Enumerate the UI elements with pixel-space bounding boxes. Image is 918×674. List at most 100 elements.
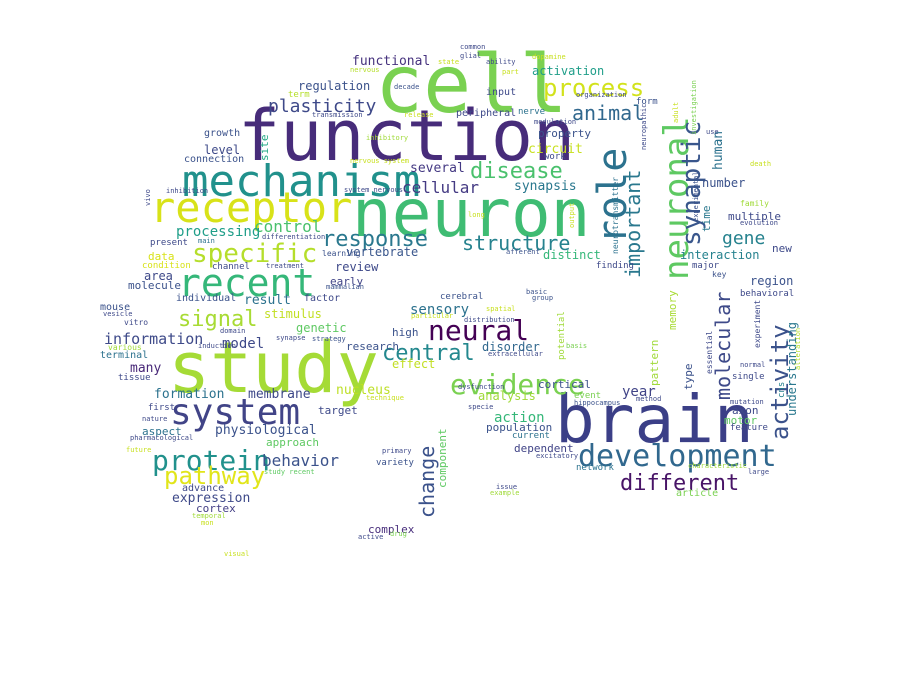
cloud-word: molecule <box>128 279 181 292</box>
cloud-word: distinct <box>543 248 601 262</box>
cloud-word: basis <box>566 342 587 350</box>
cloud-word: vivo <box>144 189 152 206</box>
cloud-word: study <box>168 327 379 409</box>
cloud-word: result <box>244 293 291 308</box>
cloud-word: glial <box>460 52 481 60</box>
cloud-word: individual <box>176 293 236 304</box>
cloud-word: various <box>108 343 142 352</box>
cloud-word: evolution <box>740 219 778 227</box>
cloud-word: strategy <box>312 335 346 343</box>
cloud-word: nervous <box>350 66 380 74</box>
cloud-word: visual <box>224 550 249 558</box>
cloud-word: terminal <box>100 350 148 361</box>
cloud-word: alteration <box>794 328 802 370</box>
cloud-word: family <box>740 199 769 208</box>
cloud-word: first <box>148 403 175 413</box>
cloud-word: signal <box>178 307 257 332</box>
cloud-word: present <box>150 238 188 248</box>
cloud-word: spatial <box>486 305 516 313</box>
cloud-word: inhibitory <box>366 134 408 142</box>
cloud-word: evidence <box>450 368 585 401</box>
cloud-word: mutation <box>730 398 764 406</box>
cloud-word: effect <box>392 357 435 371</box>
cloud-word: specific <box>192 239 317 269</box>
cloud-word: part <box>502 68 519 76</box>
cloud-word: method <box>636 395 661 403</box>
cloud-word: response <box>322 227 428 252</box>
cloud-word: dependent <box>514 442 574 455</box>
cloud-word: factor <box>304 293 340 304</box>
cloud-word: finding <box>596 261 634 271</box>
cloud-word: circuit <box>528 142 583 157</box>
cloud-word: review <box>335 260 379 274</box>
cloud-word: multiple <box>728 210 781 223</box>
cloud-word: organization <box>576 91 627 99</box>
cloud-word: induction <box>198 342 236 350</box>
cloud-word: study recent <box>264 468 315 476</box>
cloud-word: single <box>732 372 765 382</box>
cloud-word: condition <box>142 261 191 271</box>
cloud-word: output <box>568 203 576 228</box>
cloud-word: population <box>486 421 552 434</box>
cloud-word: inhibition <box>166 187 208 195</box>
cloud-word: genetic <box>296 321 347 335</box>
cloud-word: technique <box>366 394 404 402</box>
cloud-word: experimental <box>692 171 700 222</box>
cloud-word: normal <box>740 361 765 369</box>
cloud-word: network <box>576 463 615 473</box>
cloud-word: different <box>620 471 739 496</box>
cloud-word: control <box>254 217 321 236</box>
cloud-word: animal <box>572 101 644 125</box>
cloud-word: growth <box>204 128 240 139</box>
cloud-word: example <box>490 489 520 497</box>
cloud-word: area <box>144 269 173 283</box>
cloud-word: research <box>346 340 399 353</box>
cloud-word: system nervous <box>344 186 403 194</box>
cloud-word: membrane <box>248 387 311 402</box>
cloud-word: treatment <box>266 262 304 270</box>
cloud-word: learning <box>322 249 361 258</box>
cloud-word: human <box>711 131 726 170</box>
cloud-word: differentiation <box>262 233 325 241</box>
cloud-word: cortex <box>196 502 236 515</box>
cloud-word: advance <box>182 483 224 494</box>
cloud-word: drug <box>390 530 407 538</box>
cloud-word: behavioral <box>740 289 794 299</box>
cloud-word: current <box>512 431 550 441</box>
cloud-word: data <box>148 250 175 263</box>
cloud-word: system <box>170 392 300 433</box>
cloud-word: central <box>382 341 475 366</box>
cloud-word: physiological <box>215 423 317 438</box>
cloud-word: functional <box>352 54 430 69</box>
cloud-word: issue <box>496 483 517 491</box>
cloud-word: disease <box>470 159 563 184</box>
cloud-word: level <box>204 143 240 157</box>
cloud-word: time <box>700 206 713 233</box>
cloud-word: essential <box>705 330 714 374</box>
cloud-word: input <box>486 87 516 98</box>
cloud-word: basic <box>526 288 547 296</box>
cloud-word: temporal <box>192 512 226 520</box>
cloud-word: synapse <box>276 334 306 342</box>
cloud-word: pathway <box>164 462 265 490</box>
cloud-word: target <box>318 404 358 417</box>
cloud-word: process <box>543 74 644 102</box>
cloud-word: neurotransmitter <box>611 177 620 254</box>
cloud-word: processing <box>176 224 260 240</box>
cloud-word: nature <box>142 415 167 423</box>
cloud-word: cellular <box>402 178 479 197</box>
cloud-word: complex <box>368 523 415 536</box>
cloud-word: characteristic <box>688 462 747 470</box>
cloud-word: several <box>410 161 465 176</box>
cloud-word: year <box>622 384 656 400</box>
cloud-word: synaptic <box>677 121 707 246</box>
cloud-word: neuropathic <box>640 104 648 150</box>
cloud-word: future <box>126 446 151 454</box>
cloud-word: high <box>392 326 419 339</box>
cloud-word: activity <box>766 324 794 440</box>
cloud-word: variety <box>376 458 415 468</box>
cloud-word: structure <box>462 231 570 255</box>
cloud-word: cns <box>777 382 787 398</box>
cloud-word: nerve <box>518 107 545 117</box>
cloud-word: tissue <box>118 373 151 383</box>
